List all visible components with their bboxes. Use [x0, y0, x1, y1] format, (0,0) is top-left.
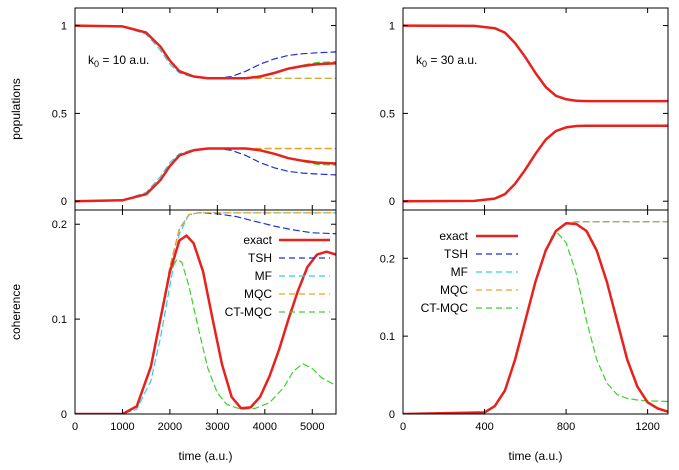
y-tick-label: 0.1	[380, 331, 395, 343]
legend-label-exact: exact	[439, 229, 468, 243]
legend-label-tsh: TSH	[444, 247, 468, 261]
legend: exact TSH MF MQC CT-MQC exact TSH MF MQC CT-MQC	[225, 229, 518, 319]
series-line-mf	[75, 212, 336, 414]
series-line-ct-mqc-lower	[403, 125, 668, 202]
x-axis-title: time (a.u.)	[508, 449, 562, 463]
series-line-tsh	[75, 212, 336, 414]
y-tick-label: 0	[389, 409, 395, 421]
series-line-mqc-lower	[403, 125, 668, 202]
series-line-mqc-upper	[75, 25, 336, 79]
x-tick-label: 800	[557, 421, 575, 433]
legend-label-exact: exact	[243, 233, 272, 247]
y-tick-label: 0.5	[52, 108, 67, 120]
series-line-mf-lower	[75, 147, 336, 202]
x-tick-label: 2000	[158, 421, 182, 433]
y-tick-label: 0	[61, 196, 67, 208]
plot-frame	[74, 209, 337, 415]
x-tick-label: 1200	[635, 421, 659, 433]
legend-right: exact TSH MF MQC CT-MQC	[421, 229, 518, 315]
series-line-mqc-lower	[75, 147, 336, 202]
plot-frame	[402, 7, 669, 211]
series-group	[75, 24, 336, 203]
y-tick-label: 1	[61, 21, 67, 33]
series-line-exact-lower	[75, 147, 336, 203]
series-line-mf	[403, 221, 668, 414]
plot-panels: 0 0.5 1 populations k0 = 10 a.u. 0 0.5 1 k0 = 30…	[9, 7, 669, 463]
y-axis-title: coherence	[9, 284, 23, 340]
x-tick-label: 3000	[205, 421, 229, 433]
panel-top-left: 0 0.5 1 populations k0 = 10 a.u.	[9, 7, 337, 211]
series-group	[403, 24, 668, 203]
series-line-exact	[75, 234, 336, 414]
panel-bottom-left: 0 0.1 0.2 0 1000 2000 3000 4000 5000 coherence tim…	[9, 209, 337, 463]
series-line-tsh-lower	[403, 125, 668, 202]
x-tick-label: 1000	[110, 421, 134, 433]
series-group	[75, 212, 336, 414]
x-tick-label: 5000	[300, 421, 324, 433]
series-group	[403, 221, 668, 414]
k0-annotation: k0 = 30 a.u.	[416, 53, 477, 69]
plot-frame	[74, 7, 337, 211]
series-line-ct-mqc	[403, 232, 668, 414]
series-line-tsh	[403, 221, 668, 414]
series-line-exact	[403, 221, 668, 414]
legend-label-mqc: MQC	[244, 287, 272, 301]
series-line-tsh-lower	[75, 147, 336, 202]
y-tick-label: 1	[389, 21, 395, 33]
series-line-exact-lower	[403, 124, 668, 203]
series-line-mf-lower	[403, 125, 668, 202]
legend-label-ct-mqc: CT-MQC	[225, 305, 273, 319]
k0-annotation: k0 = 10 a.u.	[88, 53, 149, 69]
y-tick-label: 0.2	[52, 219, 67, 231]
y-tick-label: 0.2	[380, 253, 395, 265]
legend-label-mf: MF	[255, 269, 272, 283]
panel-top-right: 0 0.5 1 k0 = 30 a.u.	[380, 7, 669, 211]
legend-left: exact TSH MF MQC CT-MQC	[225, 233, 330, 319]
series-line-ct-mqc-upper	[75, 25, 336, 79]
y-tick-label: 0.5	[380, 108, 395, 120]
x-tick-label: 400	[475, 421, 493, 433]
legend-label-tsh: TSH	[248, 251, 272, 265]
series-line-mf-upper	[75, 25, 336, 79]
panel-bottom-right: 0 0.1 0.2 0 400 800 1200 time (a.u.)	[380, 209, 669, 463]
x-axis-title: time (a.u.)	[178, 449, 232, 463]
x-tick-label: 0	[400, 421, 406, 433]
y-tick-label: 0	[389, 196, 395, 208]
plot-frame	[402, 209, 669, 415]
series-line-mqc	[403, 221, 668, 414]
y-axis-title: populations	[9, 78, 23, 139]
y-tick-label: 0.1	[52, 314, 67, 326]
series-line-exact-upper	[403, 24, 668, 103]
y-tick-label: 0	[61, 409, 67, 421]
legend-label-mqc: MQC	[440, 283, 468, 297]
series-line-mqc	[75, 212, 336, 414]
legend-label-ct-mqc: CT-MQC	[421, 301, 469, 315]
legend-label-mf: MF	[451, 265, 468, 279]
x-tick-label: 4000	[253, 421, 277, 433]
x-tick-label: 0	[72, 421, 78, 433]
series-line-exact-upper	[75, 24, 336, 80]
series-line-ct-mqc-lower	[75, 147, 336, 202]
series-line-tsh-upper	[75, 25, 336, 79]
